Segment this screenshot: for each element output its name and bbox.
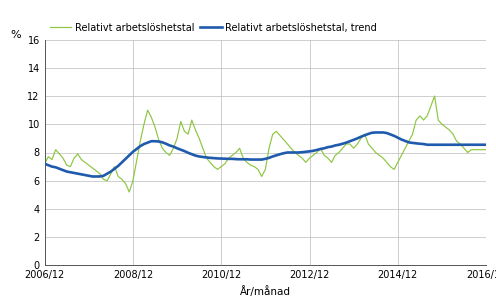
Relativt arbetslöshetstal, trend [483,143,489,147]
Relativt arbetslöshetstal, trend [89,175,95,178]
Y-axis label: %: % [10,30,21,40]
Relativt arbetslöshetstal [432,94,437,98]
Relativt arbetslöshetstal, trend [86,174,92,178]
Relativt arbetslöshetstal [343,142,349,146]
Relativt arbetslöshetstal, trend [233,157,239,161]
Relativt arbetslöshetstal, trend [148,139,154,143]
Legend: Relativt arbetslöshetstal, Relativt arbetslöshetstal, trend: Relativt arbetslöshetstal, Relativt arbe… [50,23,377,33]
Relativt arbetslöshetstal, trend [321,146,327,150]
Relativt arbetslöshetstal, trend [42,162,48,166]
Relativt arbetslöshetstal [321,153,327,157]
X-axis label: År/månad: År/månad [240,286,291,297]
Line: Relativt arbetslöshetstal, trend: Relativt arbetslöshetstal, trend [45,132,486,177]
Line: Relativt arbetslöshetstal: Relativt arbetslöshetstal [45,96,486,192]
Relativt arbetslöshetstal [461,146,467,150]
Relativt arbetslöshetstal, trend [343,141,349,145]
Relativt arbetslöshetstal [148,115,154,119]
Relativt arbetslöshetstal [483,148,489,152]
Relativt arbetslöshetstal [42,162,48,166]
Relativt arbetslöshetstal, trend [461,143,467,147]
Relativt arbetslöshetstal [86,163,92,167]
Relativt arbetslöshetstal, trend [373,131,379,134]
Relativt arbetslöshetstal [126,190,132,194]
Relativt arbetslöshetstal [233,151,239,154]
